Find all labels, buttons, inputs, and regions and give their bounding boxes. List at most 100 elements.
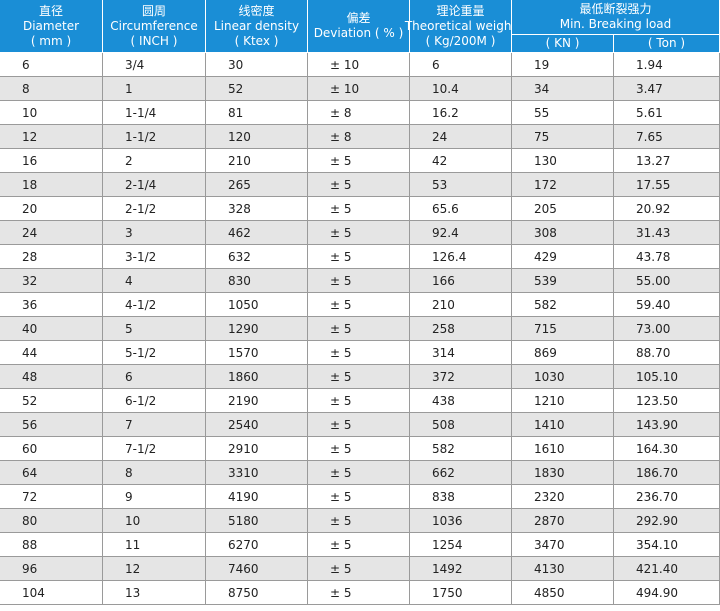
table-cell: 869	[512, 341, 614, 365]
table-cell: ± 5	[308, 389, 410, 413]
header-text: Diameter	[22, 18, 80, 33]
table-cell: 143.90	[614, 413, 720, 437]
table-cell: ± 5	[308, 437, 410, 461]
table-cell: 104	[0, 581, 103, 605]
header-text: 偏差	[346, 11, 371, 25]
table-cell: 715	[512, 317, 614, 341]
table-cell: 16	[0, 149, 103, 173]
table-cell: 172	[512, 173, 614, 197]
table-cell: 292.90	[614, 509, 720, 533]
table-cell: 830	[206, 269, 308, 293]
table-cell: ± 5	[308, 533, 410, 557]
table-cell: 508	[410, 413, 512, 437]
table-cell: ± 10	[308, 53, 410, 77]
table-cell: 80	[0, 509, 103, 533]
table-cell: 88.70	[614, 341, 720, 365]
table-cell: 2540	[206, 413, 308, 437]
table-cell: 17.55	[614, 173, 720, 197]
table-cell: ± 5	[308, 461, 410, 485]
table-cell: 52	[0, 389, 103, 413]
table-cell: 4850	[512, 581, 614, 605]
header-text: Theoretical weight	[404, 18, 517, 33]
table-cell: 164.30	[614, 437, 720, 461]
table-cell: 2-1/4	[103, 173, 206, 197]
table-cell: 43.78	[614, 245, 720, 269]
table-cell: ± 5	[308, 149, 410, 173]
table-cell: 3	[103, 221, 206, 245]
header-text: 最低断裂强力	[579, 2, 652, 16]
table-cell: ± 5	[308, 509, 410, 533]
header-text: ( KN )	[545, 36, 580, 50]
table-cell: 8	[103, 461, 206, 485]
table-cell: 65.6	[410, 197, 512, 221]
table-cell: ± 5	[308, 173, 410, 197]
table-cell: 56	[0, 413, 103, 437]
table-cell: 64	[0, 461, 103, 485]
table-cell: 1036	[410, 509, 512, 533]
table-cell: 5.61	[614, 101, 720, 125]
table-cell: 1290	[206, 317, 308, 341]
header-text: 直径	[38, 3, 63, 18]
table-cell: 12	[0, 125, 103, 149]
table-cell: 130	[512, 149, 614, 173]
table-cell: 186.70	[614, 461, 720, 485]
header-text: Linear density	[213, 18, 300, 33]
table-cell: 632	[206, 245, 308, 269]
table-cell: 3-1/2	[103, 245, 206, 269]
table-cell: 2870	[512, 509, 614, 533]
table-cell: 4130	[512, 557, 614, 581]
table-cell: 3/4	[103, 53, 206, 77]
table-cell: 1-1/4	[103, 101, 206, 125]
table-cell: 1210	[512, 389, 614, 413]
header-cell: 线密度 Linear density( Ktex )	[206, 0, 308, 53]
table-cell: 126.4	[410, 245, 512, 269]
table-cell: 13	[103, 581, 206, 605]
table-cell: ± 5	[308, 557, 410, 581]
table-cell: ± 5	[308, 293, 410, 317]
table-cell: ± 8	[308, 125, 410, 149]
table-cell: 48	[0, 365, 103, 389]
table-cell: 92.4	[410, 221, 512, 245]
table-cell: 1750	[410, 581, 512, 605]
table-cell: 11	[103, 533, 206, 557]
table-cell: 10.4	[410, 77, 512, 101]
table-cell: 42	[410, 149, 512, 173]
table-cell: 1610	[512, 437, 614, 461]
table-cell: 88	[0, 533, 103, 557]
table-cell: 30	[206, 53, 308, 77]
table-cell: ± 5	[308, 245, 410, 269]
table-cell: 28	[0, 245, 103, 269]
table-cell: 3.47	[614, 77, 720, 101]
header-sub: ( KN )	[512, 35, 614, 53]
table-cell: 7-1/2	[103, 437, 206, 461]
header-cell: 圆周 Circumference( INCH )	[103, 0, 206, 53]
table-cell: ± 5	[308, 221, 410, 245]
table-cell: 1.94	[614, 53, 720, 77]
table-cell: 166	[410, 269, 512, 293]
table-cell: 2910	[206, 437, 308, 461]
header-cell: 直径 Diameter( mm )	[0, 0, 103, 53]
table-cell: 1254	[410, 533, 512, 557]
table-cell: 838	[410, 485, 512, 509]
table-cell: 438	[410, 389, 512, 413]
table-cell: 314	[410, 341, 512, 365]
table-cell: 44	[0, 341, 103, 365]
table-cell: 7	[103, 413, 206, 437]
table-cell: 4	[103, 269, 206, 293]
table-cell: 1-1/2	[103, 125, 206, 149]
table-cell: 3470	[512, 533, 614, 557]
table-cell: ± 5	[308, 341, 410, 365]
header-text: 线密度	[238, 3, 275, 18]
table-cell: 13.27	[614, 149, 720, 173]
table-cell: 31.43	[614, 221, 720, 245]
table-cell: 354.10	[614, 533, 720, 557]
table-cell: 429	[512, 245, 614, 269]
table-cell: 582	[410, 437, 512, 461]
table-cell: 81	[206, 101, 308, 125]
table-cell: 55	[512, 101, 614, 125]
table-cell: 5180	[206, 509, 308, 533]
table-cell: ± 5	[308, 485, 410, 509]
table-cell: 5-1/2	[103, 341, 206, 365]
table-cell: 539	[512, 269, 614, 293]
